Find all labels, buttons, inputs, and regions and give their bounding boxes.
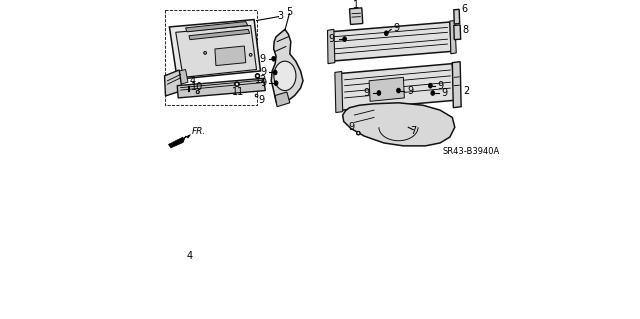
Polygon shape: [454, 25, 461, 40]
Text: 9: 9: [363, 88, 369, 98]
Text: 9: 9: [438, 81, 444, 91]
Text: 12: 12: [255, 75, 268, 85]
Text: SR43-B3940A: SR43-B3940A: [442, 147, 500, 156]
Circle shape: [196, 90, 200, 94]
Text: 7: 7: [410, 126, 416, 136]
Text: 9: 9: [407, 85, 413, 96]
Circle shape: [204, 51, 207, 54]
Polygon shape: [164, 70, 182, 96]
Ellipse shape: [274, 81, 278, 86]
Text: 9: 9: [329, 34, 335, 44]
Text: 9: 9: [441, 88, 447, 98]
Ellipse shape: [428, 83, 432, 88]
Circle shape: [197, 91, 198, 93]
Polygon shape: [215, 46, 246, 66]
Circle shape: [250, 54, 252, 56]
Circle shape: [204, 52, 206, 54]
Polygon shape: [173, 70, 188, 86]
Polygon shape: [452, 62, 461, 108]
Circle shape: [356, 131, 360, 135]
Text: 9: 9: [394, 23, 400, 33]
Ellipse shape: [272, 56, 276, 61]
Ellipse shape: [273, 70, 277, 75]
Polygon shape: [335, 71, 342, 113]
Ellipse shape: [397, 88, 401, 93]
Polygon shape: [342, 103, 455, 146]
Polygon shape: [450, 20, 456, 54]
Polygon shape: [328, 29, 335, 63]
Text: FR.: FR.: [192, 127, 206, 136]
Ellipse shape: [274, 61, 296, 91]
Text: 9: 9: [259, 54, 266, 64]
Polygon shape: [170, 19, 260, 79]
Polygon shape: [369, 77, 404, 101]
Polygon shape: [186, 22, 248, 32]
Text: 9: 9: [259, 95, 264, 105]
Text: 9: 9: [348, 122, 354, 132]
Polygon shape: [189, 29, 250, 40]
Circle shape: [249, 53, 252, 56]
Text: 3: 3: [277, 11, 283, 21]
Polygon shape: [330, 22, 451, 61]
Text: 6: 6: [461, 4, 467, 14]
Ellipse shape: [431, 91, 435, 95]
Text: 4: 4: [186, 251, 193, 262]
Polygon shape: [271, 29, 303, 105]
Polygon shape: [349, 8, 363, 25]
Circle shape: [357, 132, 359, 134]
Polygon shape: [168, 135, 191, 148]
Text: 10: 10: [191, 82, 203, 92]
Ellipse shape: [342, 37, 347, 41]
Circle shape: [234, 82, 239, 87]
Polygon shape: [176, 26, 257, 77]
Circle shape: [256, 75, 259, 77]
Text: 9: 9: [260, 78, 266, 88]
Circle shape: [255, 73, 260, 78]
Text: 9: 9: [260, 67, 266, 78]
Ellipse shape: [384, 31, 388, 36]
Ellipse shape: [377, 91, 381, 95]
Text: 4: 4: [190, 76, 196, 86]
Circle shape: [236, 83, 238, 85]
Polygon shape: [177, 78, 266, 98]
Text: 5: 5: [286, 7, 292, 17]
Text: 2: 2: [463, 85, 469, 96]
Circle shape: [256, 95, 257, 96]
Circle shape: [255, 94, 258, 97]
Text: 1: 1: [353, 0, 359, 10]
Polygon shape: [454, 9, 460, 24]
Text: 11: 11: [232, 87, 244, 97]
Polygon shape: [275, 92, 290, 107]
Polygon shape: [340, 63, 454, 110]
Text: 8: 8: [462, 25, 468, 35]
